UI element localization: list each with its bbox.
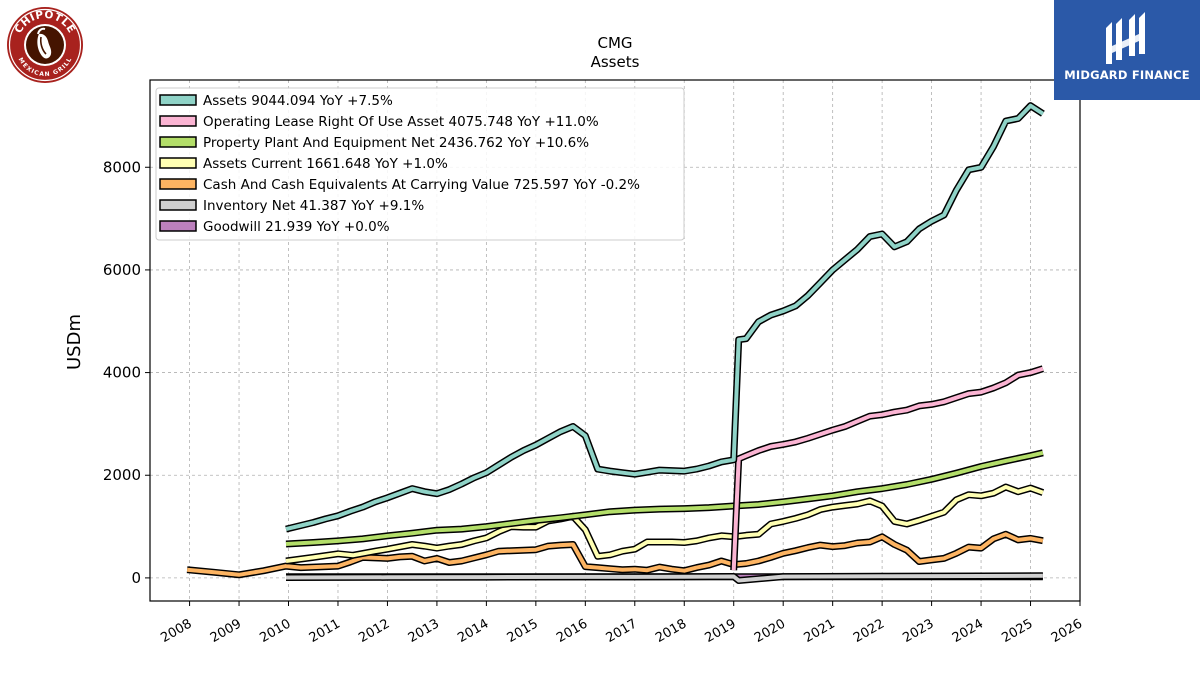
series-3-line [285, 483, 1045, 565]
legend-label: Property Plant And Equipment Net 2436.76… [203, 135, 589, 151]
x-tick-label: 2017 [604, 616, 640, 646]
legend-swatch [159, 94, 197, 106]
series-stroke [731, 366, 1044, 571]
series-4-line [186, 530, 1044, 579]
series-lines [186, 102, 1045, 584]
x-tick-label: 2020 [752, 616, 788, 646]
series-outline [285, 449, 1044, 548]
x-tick-label: 2021 [801, 616, 837, 646]
x-tick-label: 2026 [1049, 616, 1085, 646]
x-tick-label: 2018 [653, 616, 689, 646]
x-tick-label: 2024 [950, 616, 986, 646]
legend-swatch [159, 199, 197, 211]
legend: Assets 9044.094 YoY +7.5% Operating Lease… [155, 87, 685, 241]
series-2-line [285, 449, 1044, 548]
series-stroke [285, 103, 1044, 532]
chart-title: CMG [597, 34, 632, 52]
series-stroke [285, 450, 1044, 546]
x-tick-label: 2016 [554, 616, 590, 646]
x-tick-label: 2025 [999, 616, 1035, 646]
legend-swatch [159, 157, 197, 169]
midgard-brand-text: MIDGARD FINANCE [1064, 68, 1190, 82]
legend-swatch [159, 220, 197, 232]
plot-frame [149, 79, 1081, 602]
series-stroke [285, 485, 1044, 563]
series-stroke [186, 532, 1044, 577]
x-tick-label: 2010 [257, 616, 293, 646]
x-tick-label: 2015 [505, 616, 541, 646]
y-tick-label: 0 [131, 569, 141, 587]
y-tick-label: 8000 [103, 158, 141, 176]
x-tick-label: 2014 [455, 616, 491, 646]
legend-swatch [159, 115, 197, 127]
midgard-finance-logo: MIDGARD FINANCE [1054, 0, 1200, 100]
chipotle-logo: CHIPOTLE MEXICAN GRILL [6, 6, 84, 84]
legend-label: Cash And Cash Equivalents At Carrying Va… [203, 177, 640, 193]
x-tick-label: 2012 [356, 616, 392, 646]
legend-swatch [159, 136, 197, 148]
midgard-mark-icon [1106, 12, 1145, 64]
x-tick-label: 2023 [900, 616, 936, 646]
x-tick-label: 2019 [703, 616, 739, 646]
legend-label: Assets 9044.094 YoY +7.5% [203, 93, 393, 109]
legend-label: Assets Current 1661.648 YoY +1.0% [203, 156, 448, 172]
legend-swatch [159, 178, 197, 190]
series-0-line [285, 102, 1045, 533]
series-outline [285, 483, 1045, 565]
x-tick-label: 2008 [158, 616, 194, 646]
x-tick-label: 2009 [208, 616, 244, 646]
legend-box [155, 87, 685, 241]
series-stroke [285, 573, 1043, 583]
y-tick-label: 6000 [103, 261, 141, 279]
series-1-line [730, 365, 1044, 571]
legend-label: Inventory Net 41.387 YoY +9.1% [203, 198, 424, 214]
x-tick-label: 2011 [307, 616, 343, 646]
x-tick-label: 2013 [406, 616, 442, 646]
y-tick-label: 4000 [103, 364, 141, 382]
y-axis-label: USDm [64, 314, 85, 370]
y-tick-label: 2000 [103, 466, 141, 484]
series-5-line [285, 572, 1043, 584]
legend-label: Operating Lease Right Of Use Asset 4075.… [203, 114, 599, 130]
chart-subtitle: Assets [591, 53, 640, 71]
legend-label: Goodwill 21.939 YoY +0.0% [203, 219, 390, 235]
x-tick-label: 2022 [851, 616, 887, 646]
